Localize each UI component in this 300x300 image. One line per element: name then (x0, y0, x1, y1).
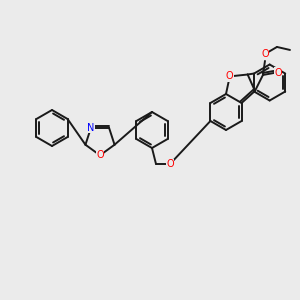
Text: O: O (166, 159, 174, 169)
Text: O: O (226, 71, 234, 81)
Text: O: O (261, 49, 269, 59)
Text: O: O (96, 150, 104, 160)
Text: O: O (274, 68, 282, 78)
Text: N: N (87, 123, 95, 133)
